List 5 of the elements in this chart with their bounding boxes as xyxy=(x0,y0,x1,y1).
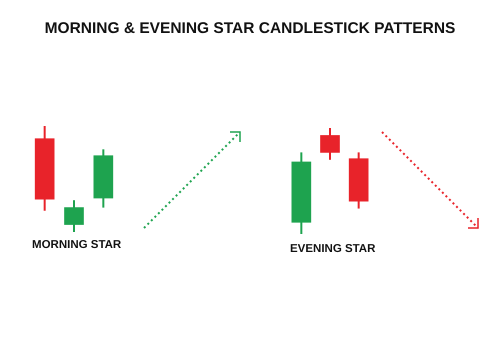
x-axis-title: EVENING STAR xyxy=(290,243,376,255)
candlestick xyxy=(64,199,84,233)
candlestick xyxy=(320,127,340,161)
text: MORNING & EVENING STAR CANDLESTICK PATTERNS xyxy=(44,20,456,38)
x-axis-title: MORNING STAR xyxy=(32,239,122,251)
